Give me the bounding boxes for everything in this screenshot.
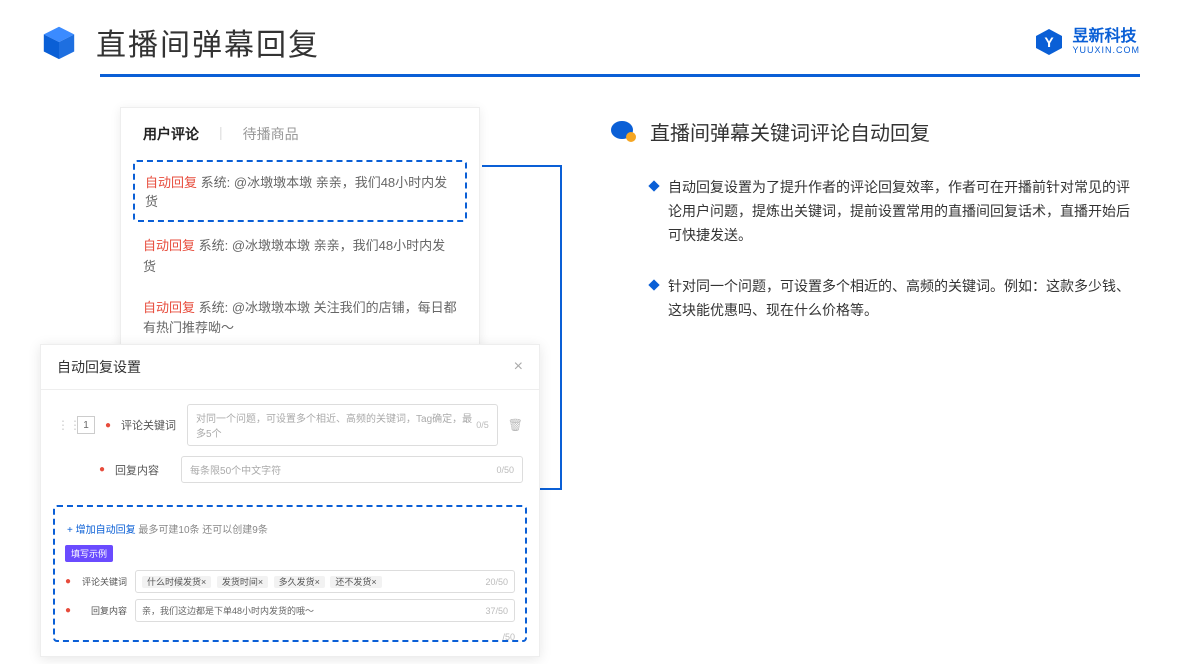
tag-chip[interactable]: 什么时候发货×	[142, 576, 211, 588]
example-box: + 增加自动回复 最多可建10条 还可以创建9条 填写示例 ● 评论关键词 什么…	[53, 505, 527, 642]
tag-chip[interactable]: 还不发货×	[330, 576, 381, 588]
form-area: ⋮⋮ 1 ● 评论关键词 对同一个问题，可设置多个相近、高频的关键词，Tag确定…	[41, 390, 539, 499]
comments-panel: 用户评论 | 待播商品 自动回复 系统: @冰墩墩本墩 亲亲，我们48小时内发货…	[120, 107, 480, 350]
highlighted-comment: 自动回复 系统: @冰墩墩本墩 亲亲，我们48小时内发货	[133, 160, 467, 222]
tab-products[interactable]: 待播商品	[243, 124, 299, 144]
logo-text: 昱新科技 YUUXIN.COM	[1072, 28, 1140, 55]
required-dot: ●	[99, 464, 105, 475]
drag-handle-icon[interactable]: ⋮⋮	[57, 418, 67, 432]
company-logo: Y 昱新科技 YUUXIN.COM	[1034, 27, 1140, 57]
example-reply-input[interactable]: 亲，我们这边都是下单48小时内发货的哦～ 37/50	[135, 599, 515, 622]
header-divider	[100, 74, 1140, 77]
main-content: 用户评论 | 待播商品 自动回复 系统: @冰墩墩本墩 亲亲，我们48小时内发货…	[0, 107, 1180, 657]
example-badge: 填写示例	[65, 545, 113, 562]
svg-text:Y: Y	[1045, 34, 1055, 50]
auto-reply-tag: 自动回复	[143, 300, 195, 315]
counter: 20/50	[485, 577, 508, 587]
right-column: 直播间弹幕关键词评论自动回复 自动回复设置为了提升作者的评论回复效率，作者可在开…	[610, 107, 1140, 657]
example-reply-text: 亲，我们这边都是下单48小时内发货的哦～	[142, 604, 314, 617]
cube-icon	[40, 23, 78, 61]
bullet-1: 自动回复设置为了提升作者的评论回复效率，作者可在开播前针对常见的评论用户问题，提…	[610, 176, 1140, 247]
header-left: 直播间弹幕回复	[40, 20, 320, 64]
example-keyword-row: ● 评论关键词 什么时候发货× 发货时间× 多久发货× 还不发货× 20/50	[65, 570, 515, 593]
chat-bubble-icon	[610, 120, 638, 144]
add-note: 最多可建10条 还可以创建9条	[138, 525, 267, 536]
panel-header: 自动回复设置 ×	[41, 345, 539, 390]
form-row-reply: ● 回复内容 每条限50个中文字符 0/50	[57, 456, 523, 483]
reply-label: 回复内容	[115, 462, 171, 478]
counter: 0/50	[496, 465, 514, 475]
placeholder: 对同一个问题，可设置多个相近、高频的关键词，Tag确定，最多5个	[196, 410, 476, 440]
bullet-text-1: 自动回复设置为了提升作者的评论回复效率，作者可在开播前针对常见的评论用户问题，提…	[668, 176, 1140, 247]
tag-chip[interactable]: 发货时间×	[217, 576, 268, 588]
required-dot: ●	[65, 576, 71, 587]
logo-main: 昱新科技	[1072, 28, 1140, 46]
panel-title: 自动回复设置	[57, 357, 141, 377]
example-reply-row: ● 回复内容 亲，我们这边都是下单48小时内发货的哦～ 37/50	[65, 599, 515, 622]
counter: 37/50	[485, 606, 508, 616]
add-row: + 增加自动回复 最多可建10条 还可以创建9条	[65, 517, 515, 544]
auto-reply-settings-panel: 自动回复设置 × ⋮⋮ 1 ● 评论关键词 对同一个问题，可设置多个相近、高频的…	[40, 344, 540, 657]
required-dot: ●	[65, 605, 71, 616]
keyword-input[interactable]: 对同一个问题，可设置多个相近、高频的关键词，Tag确定，最多5个 0/5	[187, 404, 498, 446]
add-auto-reply-link[interactable]: + 增加自动回复	[67, 525, 136, 536]
diamond-bullet-icon	[648, 280, 659, 291]
reply-input[interactable]: 每条限50个中文字符 0/50	[181, 456, 523, 483]
tabs: 用户评论 | 待播商品	[121, 108, 479, 156]
section-title-row: 直播间弹幕关键词评论自动回复	[610, 117, 1140, 146]
auto-reply-tag: 自动回复	[145, 175, 197, 190]
row-number: 1	[77, 416, 95, 434]
tab-user-comments[interactable]: 用户评论	[143, 124, 199, 144]
comment-row-3: 自动回复 系统: @冰墩墩本墩 关注我们的店铺，每日都有热门推荐呦～	[121, 288, 479, 350]
tag-chips: 什么时候发货× 发货时间× 多久发货× 还不发货×	[142, 575, 385, 588]
extra-counter: /50	[502, 632, 515, 642]
page-header: 直播间弹幕回复 Y 昱新科技 YUUXIN.COM	[0, 0, 1180, 74]
diamond-bullet-icon	[648, 180, 659, 191]
delete-icon[interactable]: 🗑	[508, 418, 523, 432]
required-dot: ●	[105, 420, 111, 431]
page-title: 直播间弹幕回复	[96, 20, 320, 64]
bullet-text-2: 针对同一个问题，可设置多个相近的、高频的关键词。例如：这款多少钱、这块能优惠吗、…	[668, 275, 1140, 323]
tab-separator: |	[219, 124, 223, 144]
logo-sub: YUUXIN.COM	[1072, 46, 1140, 56]
logo-icon: Y	[1034, 27, 1064, 57]
close-icon[interactable]: ×	[514, 358, 523, 376]
system-label: 系统:	[201, 175, 231, 190]
left-column: 用户评论 | 待播商品 自动回复 系统: @冰墩墩本墩 亲亲，我们48小时内发货…	[40, 107, 560, 657]
placeholder: 每条限50个中文字符	[190, 462, 281, 477]
form-row-keywords: ⋮⋮ 1 ● 评论关键词 对同一个问题，可设置多个相近、高频的关键词，Tag确定…	[57, 404, 523, 446]
example-keyword-label: 评论关键词	[79, 575, 127, 588]
example-keyword-input[interactable]: 什么时候发货× 发货时间× 多久发货× 还不发货× 20/50	[135, 570, 515, 593]
bullet-2: 针对同一个问题，可设置多个相近的、高频的关键词。例如：这款多少钱、这块能优惠吗、…	[610, 275, 1140, 323]
comment-row-2: 自动回复 系统: @冰墩墩本墩 亲亲，我们48小时内发货	[121, 226, 479, 288]
section-title: 直播间弹幕关键词评论自动回复	[650, 117, 930, 146]
keyword-label: 评论关键词	[121, 417, 177, 433]
counter: 0/5	[476, 420, 489, 430]
tag-chip[interactable]: 多久发货×	[274, 576, 325, 588]
example-reply-label: 回复内容	[79, 604, 127, 617]
auto-reply-tag: 自动回复	[143, 238, 195, 253]
